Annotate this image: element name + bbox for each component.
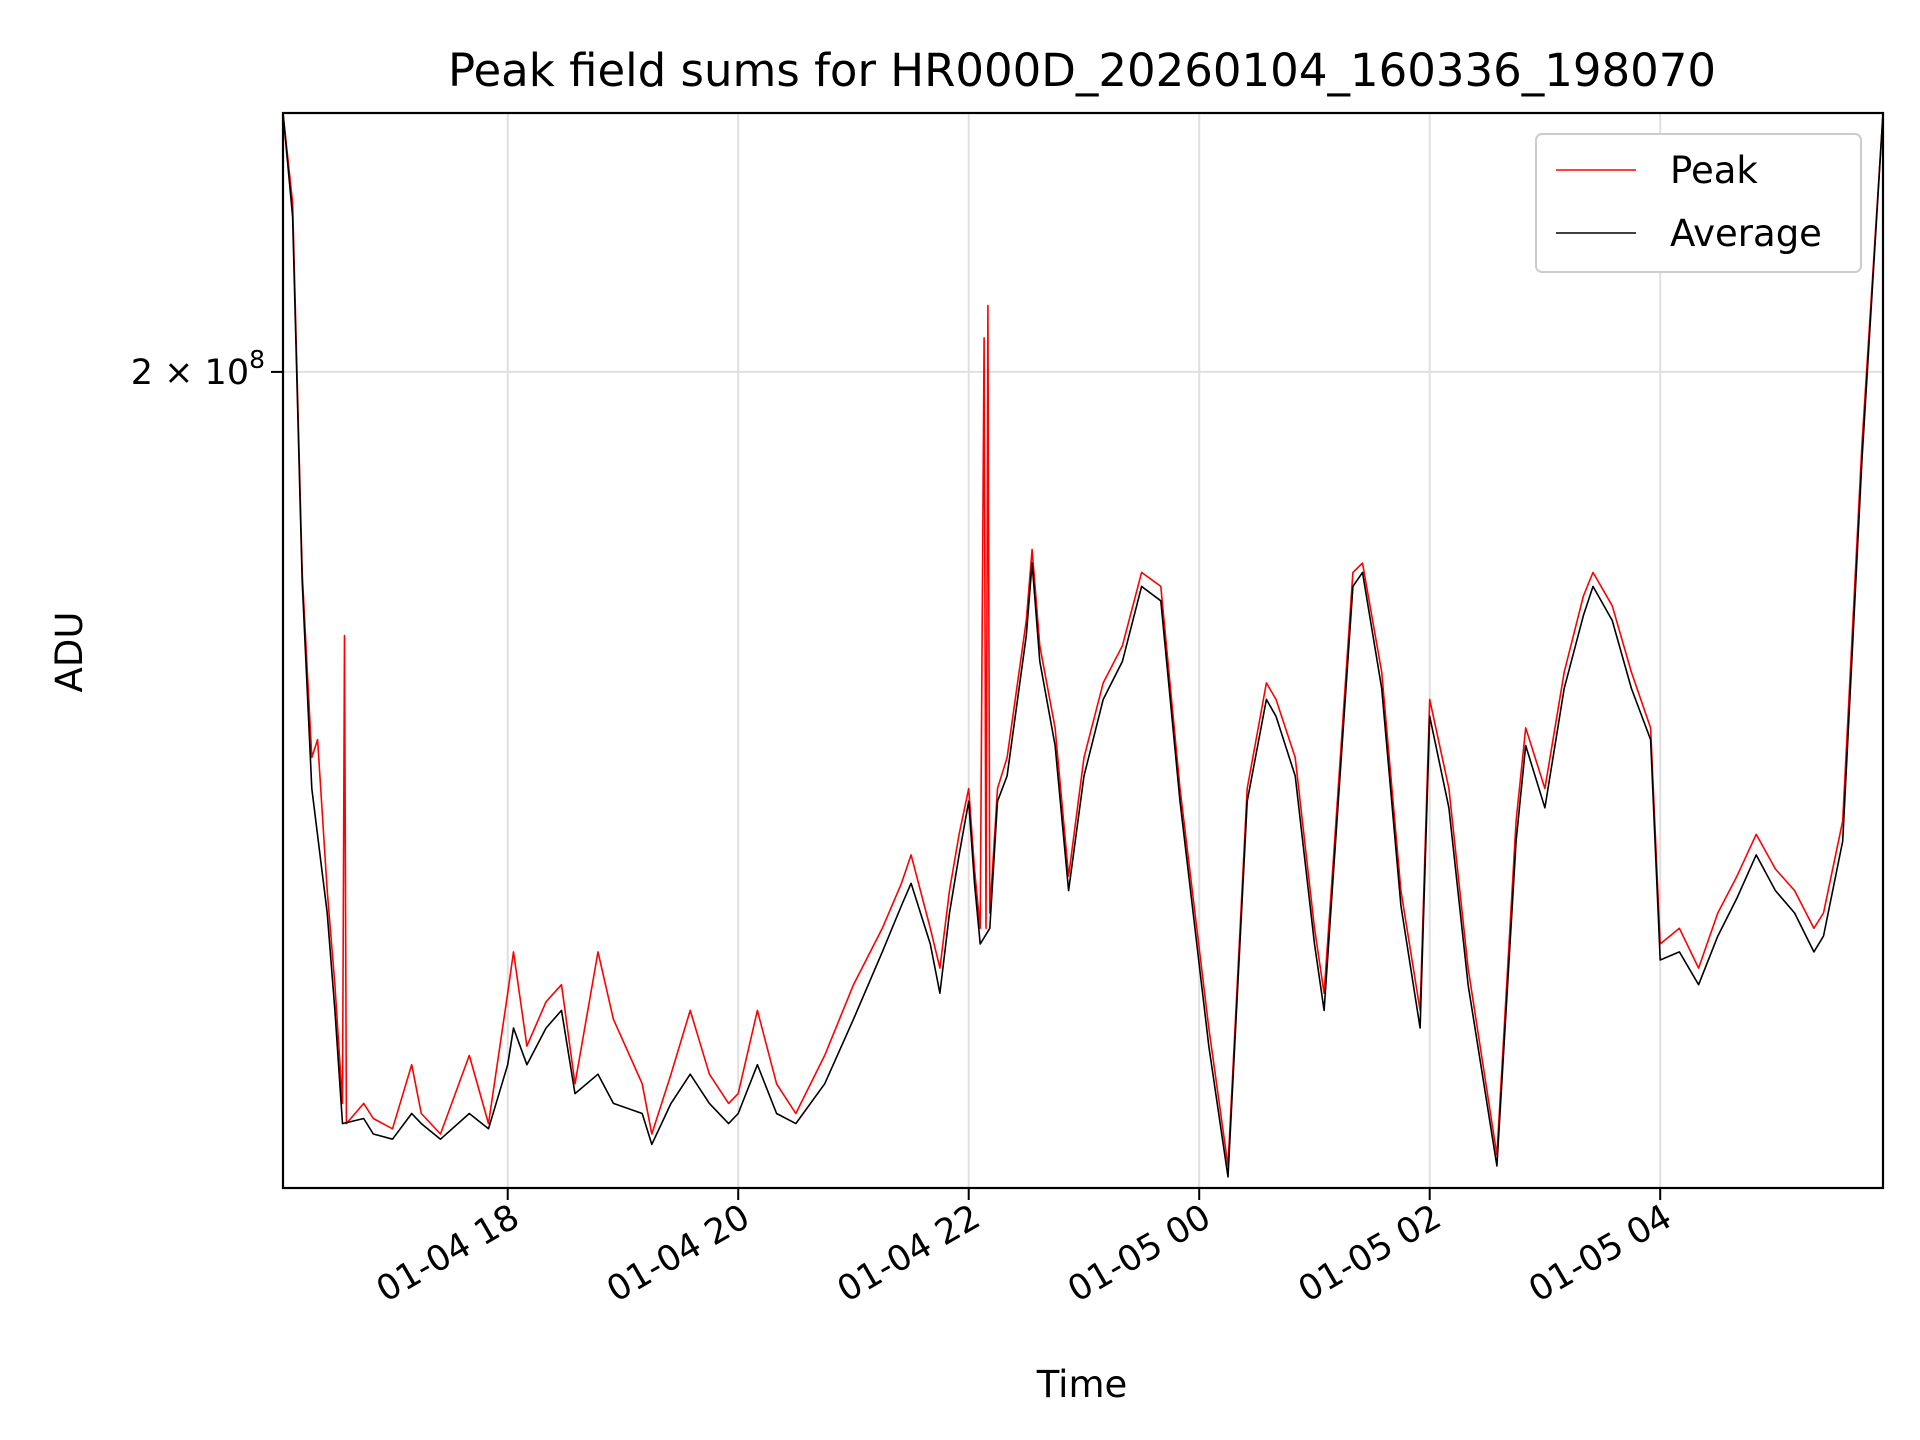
legend-label-peak: Peak (1670, 149, 1758, 192)
x-axis-label: Time (1036, 1363, 1128, 1406)
series-average-line (282, 112, 1884, 1178)
series-peak-line (282, 112, 1884, 1167)
y-tick-exponent: 8 (249, 345, 265, 374)
legend: Peak Average (1535, 133, 1862, 273)
chart-title: Peak field sums for HR000D_20260104_1603… (448, 44, 1716, 97)
y-tick-label: 2 × 108 (131, 345, 265, 393)
y-tick-mantissa: 2 × 10 (131, 353, 249, 393)
legend-label-average: Average (1670, 212, 1822, 255)
grid-lines (283, 113, 1883, 1188)
series-layer (282, 112, 1884, 1178)
plot-frame (281, 111, 1885, 1190)
y-axis-label: ADU (48, 612, 91, 693)
y-axis: 2 × 108 (131, 345, 283, 393)
legend-box (1535, 133, 1862, 273)
